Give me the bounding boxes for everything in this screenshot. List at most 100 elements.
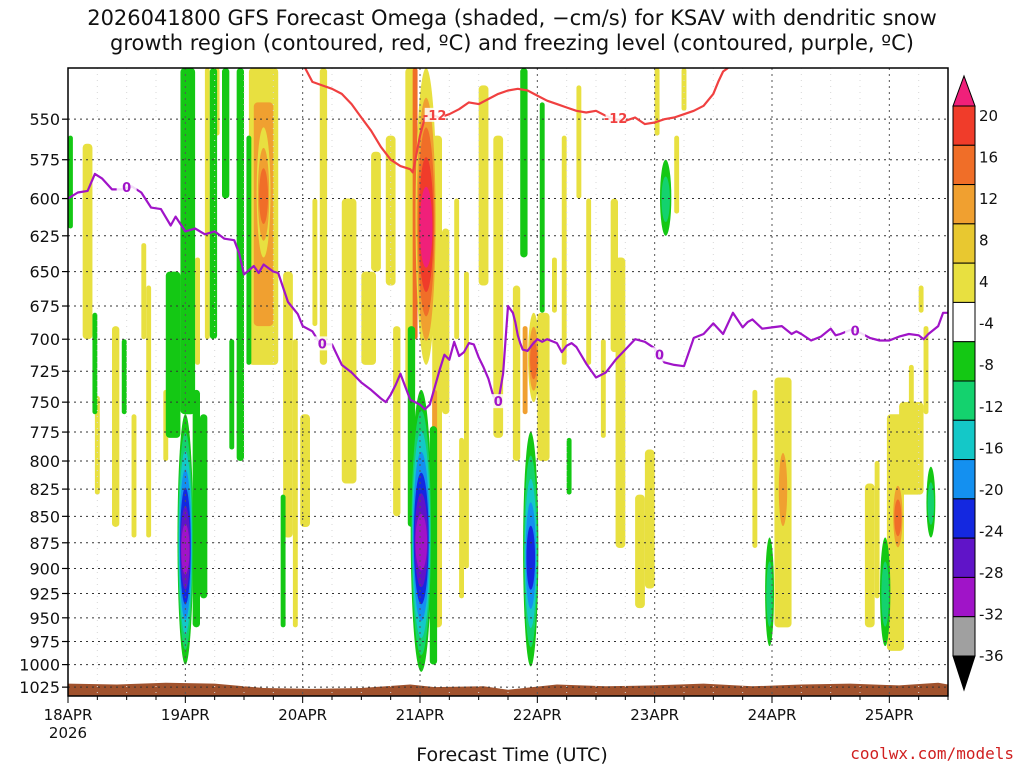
contour-layer: 0 0 0 0 0 -12 -12: [68, 68, 948, 411]
contour-label-bg: [424, 107, 445, 122]
omega-feature-9: [880, 537, 891, 647]
colorbar: 20 16 12 8 4 -4 -8 -12 -16 -20 -24 -28 -32 -36: [952, 74, 1004, 692]
omega-streak-35: [552, 257, 557, 313]
colorbar-tick-label: -28: [979, 564, 1004, 582]
colorbar-box-5: [952, 301, 976, 343]
omega-feature-5-level-2: [530, 340, 538, 380]
y-tick-label: 650: [29, 263, 60, 282]
colorbar-tick-label: 4: [979, 273, 989, 291]
colorbar-tick-label: 12: [979, 190, 998, 208]
omega-streak-44: [654, 68, 660, 136]
colorbar-tick-label: -36: [979, 647, 1004, 665]
y-tick-label: 1025: [19, 678, 60, 697]
omega-streak-55: [918, 285, 924, 313]
omega-streak-0: [82, 143, 93, 340]
omega-streak-56: [68, 135, 73, 229]
omega-feature-6: [777, 426, 789, 548]
omega-streak-60: [180, 68, 196, 415]
contour-label-bg: [116, 179, 137, 194]
x-year-label: 2026: [49, 724, 87, 742]
omega-streak-3: [131, 414, 137, 538]
y-tick-label: 825: [29, 480, 60, 499]
omega-feature-7: [892, 472, 904, 559]
contour-line-1: [304, 68, 729, 174]
omega-streak-13: [292, 339, 298, 628]
y-tick-label: 575: [29, 151, 60, 170]
y-tick-label: 550: [29, 110, 60, 129]
omega-streak-38: [586, 198, 592, 365]
chart-title-line-2: growth region (contoured, red, ºC) and f…: [110, 31, 914, 55]
contour-label-1: -12: [423, 109, 447, 124]
omega-streak-19: [371, 151, 381, 272]
y-tick-label: 800: [29, 452, 60, 471]
omega-streak-39: [600, 339, 606, 438]
omega-streak-45: [674, 135, 680, 214]
omega-streak-42: [635, 494, 645, 609]
y-tick-label: 675: [29, 297, 60, 316]
y-axis: 550 575 600 625 650 675 700 725 750 775 800 825 850 8…: [19, 110, 68, 697]
colorbar-box-2: [952, 184, 976, 225]
omega-shading-layer: [68, 68, 936, 672]
omega-streak-33: [522, 326, 528, 415]
omega-streak-70: [429, 426, 438, 665]
colorbar-top-arrow: [952, 74, 976, 107]
colorbar-box-11: [952, 537, 976, 578]
omega-streak-66: [236, 68, 244, 462]
x-tick-label-18APR: 18APR: [44, 706, 93, 724]
omega-feature-8-level-1: [766, 561, 773, 627]
y-tick-label: 625: [29, 227, 60, 246]
y-tick-label: 775: [29, 423, 60, 442]
y-tick-label: 725: [29, 362, 60, 381]
omega-feature-2-level-4: [526, 525, 536, 590]
contour-label-0: 0: [318, 337, 327, 352]
omega-streak-68: [280, 494, 286, 628]
y-tick-label: 975: [29, 633, 60, 652]
omega-streak-26: [442, 228, 450, 415]
omega-feature-10-level-1: [661, 176, 670, 223]
omega-streak-21: [393, 326, 401, 517]
omega-streak-28: [459, 437, 464, 599]
x-tick-label-22APR: 22APR: [513, 706, 562, 724]
omega-streak-16: [319, 68, 328, 365]
omega-streak-61: [192, 389, 200, 628]
omega-streak-17: [341, 198, 357, 484]
omega-feature-2: [523, 432, 539, 667]
y-tick-label: 700: [29, 330, 60, 349]
y-tick-label: 600: [29, 190, 60, 209]
colorbar-box-3: [952, 223, 976, 264]
omega-feature-9-level-1: [881, 561, 889, 627]
contour-label-bg: [845, 323, 866, 338]
omega-streak-32: [512, 285, 521, 462]
colorbar-box-4: [952, 262, 976, 303]
omega-feature-3: [415, 68, 437, 365]
colorbar-tick-label: 8: [979, 232, 989, 250]
colorbar-tick-label: -32: [979, 605, 1004, 623]
x-tick-label-19APR: 19APR: [161, 706, 210, 724]
colorbar-box-7: [952, 380, 976, 421]
omega-feature-10: [660, 159, 672, 236]
omega-streak-18: [361, 271, 376, 365]
contour-label-0: 0: [655, 348, 664, 363]
colorbar-tick-label: -4: [979, 315, 994, 333]
omega-streak-72: [539, 102, 545, 313]
omega-feature-11-level-1: [927, 482, 935, 525]
colorbar-tick-label: -20: [979, 481, 1004, 499]
terrain-layer: [68, 682, 948, 696]
omega-streak-47: [752, 389, 758, 548]
x-tick-label-25APR: 25APR: [865, 706, 914, 724]
omega-feature-11: [926, 466, 936, 538]
credit-text: coolwx.com/models: [850, 744, 1014, 763]
colorbar-tick-label: -12: [979, 398, 1004, 416]
omega-streak-4: [141, 243, 147, 340]
contour-label-bg: [488, 394, 509, 409]
x-axis-label: Forecast Time (UTC): [416, 744, 608, 766]
omega-streak-65: [229, 339, 235, 450]
omega-streak-15: [312, 198, 318, 327]
omega-streak-36: [561, 135, 567, 365]
omega-streak-1: [94, 396, 100, 495]
omega-streak-57: [92, 312, 98, 415]
colorbar-tick-label: -24: [979, 522, 1004, 540]
colorbar-box-0: [952, 105, 976, 146]
omega-streak-43: [644, 449, 655, 589]
